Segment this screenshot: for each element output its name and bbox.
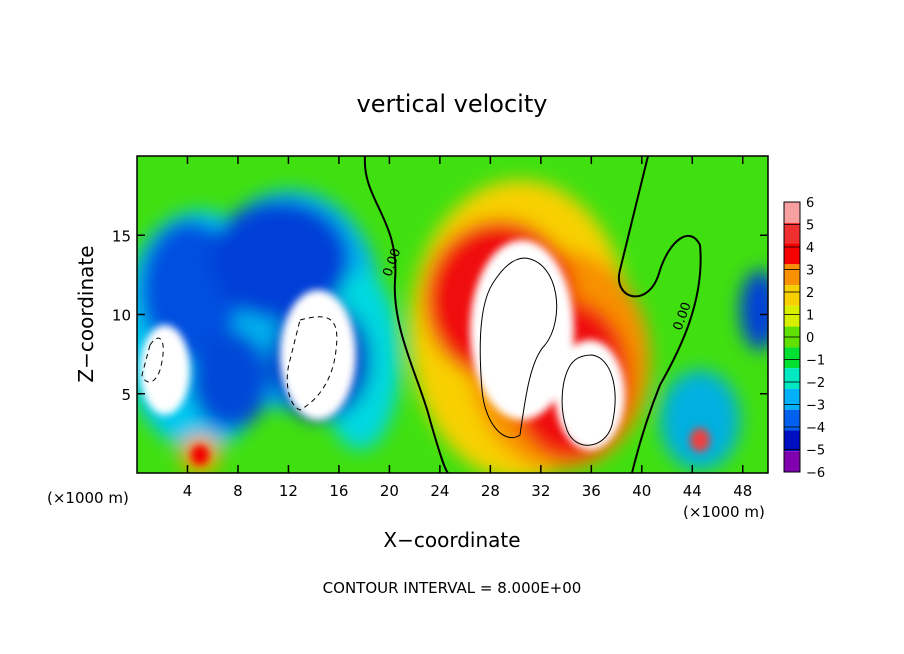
colorbar-label: −4: [806, 421, 825, 436]
colorbar-swatch: [784, 305, 800, 327]
colorbar-label: −5: [806, 444, 825, 459]
colorbar-swatch: [784, 222, 800, 244]
x-tick-label: 32: [531, 482, 550, 500]
contour-interval-footer: CONTOUR INTERVAL = 8.000E+00: [323, 579, 582, 597]
colorbar-label: 0: [806, 331, 814, 346]
x-axis-label: X−coordinate: [383, 528, 520, 552]
y-tick-label: 10: [112, 307, 131, 325]
x-tick-label: 48: [733, 482, 752, 500]
colorbar-label: 4: [806, 241, 814, 256]
colorbar-swatch: [784, 285, 800, 306]
colorbar-swatch: [784, 388, 800, 410]
x-tick-label: 40: [632, 482, 651, 500]
chart-title: vertical velocity: [357, 90, 548, 118]
heatmap-field: [137, 156, 768, 473]
x-tick-label: 28: [481, 482, 500, 500]
colorbar-swatch: [784, 368, 800, 389]
x-tick-label: 4: [183, 482, 193, 500]
y-tick-label: 5: [121, 386, 131, 404]
colorbar-swatch: [784, 347, 800, 369]
x-axis-ticks: 4 8 12 16 20 24 28 32 36 40 44 48: [183, 156, 752, 500]
y-axis-ticks: 5 10 15: [112, 227, 768, 404]
colorbar-label: 3: [806, 264, 814, 279]
colorbar-swatch: [784, 430, 800, 452]
colorbar-label: 5: [806, 219, 814, 234]
x-tick-label: 24: [430, 482, 449, 500]
colorbar-swatch: [784, 243, 800, 265]
colorbar-label: 2: [806, 286, 814, 301]
colorbar-label: 6: [806, 196, 814, 211]
colorbar-swatch: [784, 202, 800, 223]
colorbar: 6 5 4 3 2 1 0 −1 −2 −3 −4 −5 −6: [783, 196, 825, 481]
x-tick-label: 36: [582, 482, 601, 500]
colorbar-swatch: [784, 409, 800, 431]
colorbar-label: −3: [806, 399, 825, 414]
colorbar-label: −6: [806, 466, 825, 481]
colorbar-label: −2: [806, 376, 825, 391]
x-tick-label: 8: [233, 482, 243, 500]
x-unit-label-left: (×1000 m): [47, 489, 129, 507]
y-tick-label: 15: [112, 227, 131, 245]
x-tick-label: 12: [279, 482, 298, 500]
x-tick-label: 20: [380, 482, 399, 500]
colorbar-swatch: [784, 451, 800, 472]
y-axis-label: Z−coordinate: [74, 245, 98, 382]
x-tick-label: 44: [683, 482, 702, 500]
colorbar-label: 1: [806, 309, 814, 324]
x-tick-label: 16: [329, 482, 348, 500]
colorbar-swatch: [784, 264, 800, 286]
x-unit-label-right: (×1000 m): [683, 503, 765, 521]
colorbar-label: −1: [806, 354, 825, 369]
